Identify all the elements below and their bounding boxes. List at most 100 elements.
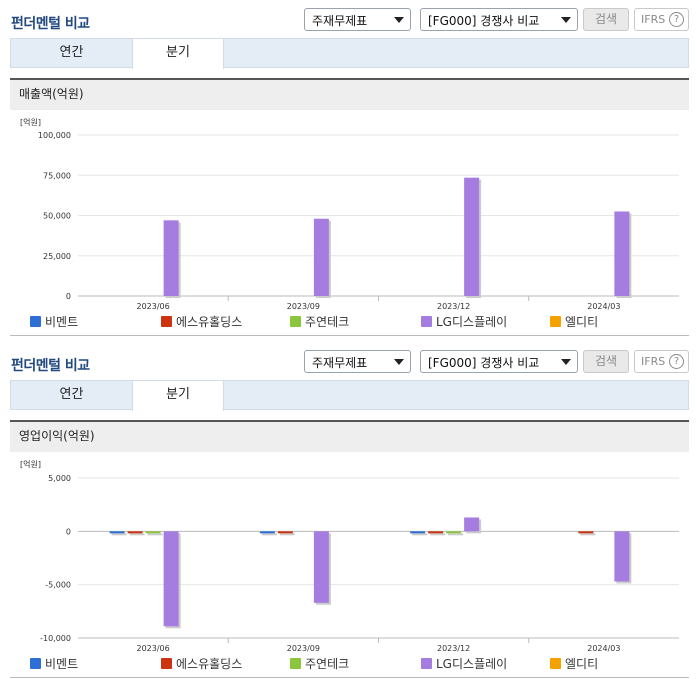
legend-swatch [550, 316, 561, 327]
bar[interactable] [277, 531, 293, 534]
period-tabs: 연간 분기 [10, 380, 689, 411]
operating-profit-comparison-panel: 펀더멘털 비교 주재무제표 [FG000] 경쟁사 비교 검색 IFRS ? 연… [0, 342, 696, 684]
y-tick-label: 100,000 [38, 131, 71, 140]
legend-item[interactable]: 주연테크 [290, 655, 349, 672]
statement-type-value: 주재무제표 [312, 14, 368, 28]
legend-item[interactable]: LG디스플레이 [421, 655, 507, 672]
search-button[interactable]: 검색 [583, 350, 629, 373]
chart-legend: 비멘트 에스유홀딩스 주연테크 LG디스플레이 엘디티 [30, 655, 680, 671]
legend-swatch [421, 316, 432, 327]
x-tick-label: 2024/03 [587, 644, 620, 652]
ifrs-button[interactable]: IFRS ? [634, 350, 689, 373]
bar[interactable] [163, 531, 179, 627]
legend-swatch [421, 658, 432, 669]
bar-shadow [430, 533, 446, 536]
legend-item[interactable]: 에스유홀딩스 [161, 655, 242, 672]
search-button[interactable]: 검색 [583, 8, 629, 31]
chevron-down-icon [394, 359, 404, 365]
bar[interactable] [410, 531, 426, 534]
legend-swatch [30, 658, 41, 669]
bar-shadow [279, 533, 295, 536]
peer-group-value: [FG000] 경쟁사 비교 [428, 14, 540, 28]
peer-group-select[interactable]: [FG000] 경쟁사 비교 [420, 350, 578, 373]
bar[interactable] [614, 531, 630, 582]
legend-swatch [290, 316, 301, 327]
legend-item[interactable]: 비멘트 [30, 313, 78, 330]
panel-title: 펀더멘털 비교 [11, 16, 90, 32]
y-tick-label: 50,000 [43, 212, 71, 221]
bar-shadow [129, 533, 145, 536]
legend-label: 엘디티 [565, 657, 599, 671]
legend-label: 에스유홀딩스 [176, 657, 243, 671]
ifrs-label: IFRS [641, 355, 666, 368]
ifrs-button[interactable]: IFRS ? [634, 8, 689, 31]
bar[interactable] [163, 220, 179, 296]
legend-item[interactable]: 에스유홀딩스 [161, 313, 242, 330]
section-title: 매출액(억원) [10, 78, 689, 110]
legend-label: 주연테크 [305, 315, 350, 329]
bar[interactable] [313, 531, 329, 603]
tab-quarterly[interactable]: 분기 [132, 381, 224, 411]
y-tick-label: 75,000 [43, 171, 71, 180]
legend-item[interactable]: 비멘트 [30, 655, 78, 672]
bar-shadow [111, 533, 127, 536]
tab-annual[interactable]: 연간 [59, 45, 84, 60]
legend-swatch [161, 316, 172, 327]
legend-label: 주연테크 [305, 657, 350, 671]
revenue-bar-chart: [억원] 0 25,000 50,000 75,000 100,000 2023/06 202… [20, 117, 679, 310]
y-unit-label: [억원] [20, 117, 41, 127]
section-title: 영업이익(억원) [10, 420, 689, 452]
panel-title: 펀더멘털 비교 [11, 358, 90, 374]
legend-label: LG디스플레이 [436, 315, 508, 329]
divider [10, 677, 689, 678]
legend-swatch [161, 658, 172, 669]
bar[interactable] [313, 218, 329, 296]
bar[interactable] [464, 517, 480, 532]
bar[interactable] [259, 531, 275, 534]
peer-group-select[interactable]: [FG000] 경쟁사 비교 [420, 8, 578, 31]
bar[interactable] [145, 531, 161, 534]
panel-header: 펀더멘털 비교 주재무제표 [FG000] 경쟁사 비교 검색 IFRS ? [0, 0, 696, 38]
bar-shadow [580, 533, 596, 536]
bar[interactable] [109, 531, 125, 534]
x-tick-label: 2024/03 [587, 302, 620, 310]
y-tick-label: 0 [66, 527, 71, 536]
statement-type-select[interactable]: 주재무제표 [304, 350, 411, 373]
legend-item[interactable]: 엘디티 [550, 655, 598, 672]
chevron-down-icon [561, 359, 571, 365]
y-tick-label: 25,000 [43, 252, 71, 261]
y-unit-label: [억원] [20, 459, 41, 469]
bar-shadow [261, 533, 277, 536]
chevron-down-icon [561, 17, 571, 23]
tab-quarterly[interactable]: 분기 [132, 39, 224, 69]
help-icon: ? [669, 354, 684, 369]
bar-shadow [147, 533, 163, 536]
legend-item[interactable]: 주연테크 [290, 313, 349, 330]
statement-type-select[interactable]: 주재무제표 [304, 8, 411, 31]
statement-type-value: 주재무제표 [312, 356, 368, 370]
x-tick-label: 2023/06 [137, 644, 170, 652]
ifrs-label: IFRS [641, 13, 666, 26]
bar-shadow [412, 533, 428, 536]
y-tick-label: 0 [66, 292, 71, 301]
operating-profit-bar-chart: [억원] -10,000 -5,000 0 5,000 2023/06 2023/09 202… [20, 459, 679, 652]
bar[interactable] [464, 177, 480, 296]
legend-label: 에스유홀딩스 [176, 315, 243, 329]
bar[interactable] [428, 531, 444, 534]
legend-item[interactable]: 엘디티 [550, 313, 598, 330]
tab-annual[interactable]: 연간 [59, 387, 84, 402]
legend-swatch [30, 316, 41, 327]
bar[interactable] [127, 531, 143, 534]
period-tabs: 연간 분기 [10, 38, 689, 69]
legend-swatch [290, 658, 301, 669]
revenue-comparison-panel: 펀더멘털 비교 주재무제표 [FG000] 경쟁사 비교 검색 IFRS ? 연… [0, 0, 696, 336]
help-icon: ? [669, 12, 684, 27]
legend-item[interactable]: LG디스플레이 [421, 313, 507, 330]
bar[interactable] [578, 531, 594, 534]
legend-label: 비멘트 [45, 315, 79, 329]
bar[interactable] [446, 531, 462, 534]
x-tick-label: 2023/12 [437, 644, 470, 652]
divider [10, 335, 689, 336]
bar[interactable] [614, 211, 630, 296]
peer-group-value: [FG000] 경쟁사 비교 [428, 356, 540, 370]
